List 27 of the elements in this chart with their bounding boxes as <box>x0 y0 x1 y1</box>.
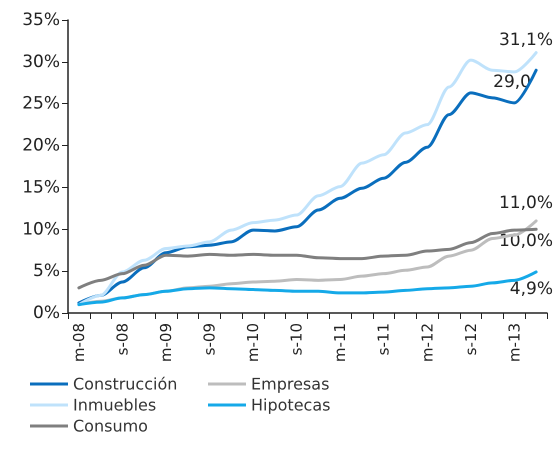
y-tick-label: 10% <box>22 219 60 240</box>
y-tick-label: 15% <box>22 177 60 198</box>
legend-label: Consumo <box>73 416 148 436</box>
y-tick-label: 25% <box>22 94 60 114</box>
annotation: 31,1% <box>498 30 553 50</box>
x-tick-label: s-10 <box>288 323 306 356</box>
annotation: 4,9% <box>510 279 553 299</box>
y-tick-label: 20% <box>22 136 60 156</box>
x-tick-label: m-08 <box>70 323 88 362</box>
x-tick-label: m-11 <box>331 323 350 362</box>
x-tick-label: m-13 <box>505 323 524 362</box>
legend-label: Hipotecas <box>251 396 330 414</box>
x-tick-label: m-09 <box>156 323 175 362</box>
y-tick-label: 30% <box>22 52 60 72</box>
x-tick-label: m-12 <box>418 323 436 362</box>
y-tick-label: 0% <box>33 303 60 323</box>
y-tick-label: 35% <box>22 10 60 30</box>
x-tick-label: s-08 <box>113 323 132 356</box>
legend-label: Inmuebles <box>73 396 156 414</box>
legend-label: Construcción <box>73 374 178 394</box>
x-tick-label: s-09 <box>200 323 219 356</box>
legend-label: Empresas <box>251 374 330 394</box>
x-tick-label: s-12 <box>462 323 480 356</box>
annotation: 11,0% <box>498 193 553 213</box>
x-tick-label: m-10 <box>244 323 262 362</box>
y-tick-label: 5% <box>33 261 60 282</box>
x-tick-label: s-11 <box>374 323 393 356</box>
